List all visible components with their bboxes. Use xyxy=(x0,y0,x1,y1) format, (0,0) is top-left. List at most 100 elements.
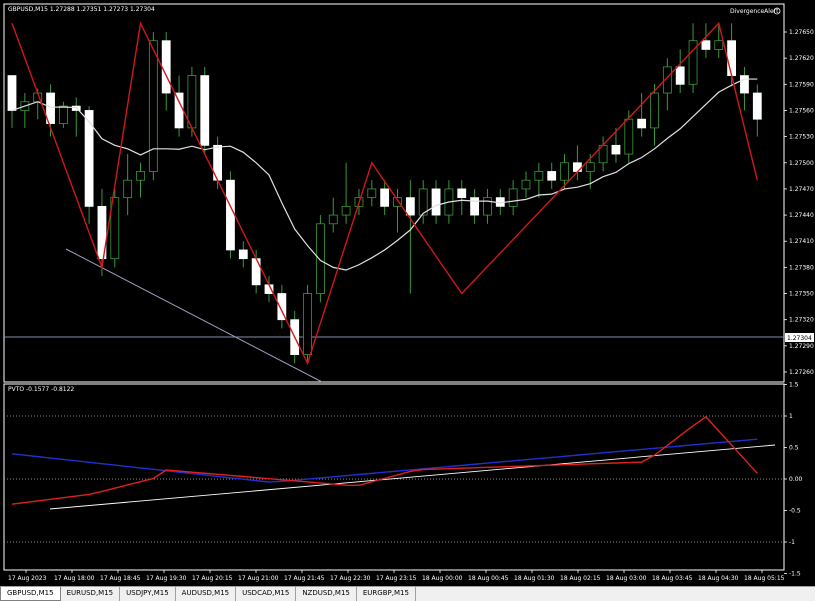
sub-tick-label: -1.5 xyxy=(789,571,801,578)
time-axis: 17 Aug 2023 17 Aug 18:00 17 Aug 18:45 17 Au… xyxy=(8,570,785,582)
bull-candle xyxy=(483,197,492,216)
time-tick-label: 17 Aug 23:15 xyxy=(376,575,417,582)
time-tick-label: 18 Aug 00:45 xyxy=(468,575,509,582)
bear-candle xyxy=(84,110,94,207)
bull-candle xyxy=(585,162,595,172)
time-tick-label: 17 Aug 2023 xyxy=(8,575,47,582)
bull-candle xyxy=(367,188,377,199)
bear-candle xyxy=(611,144,621,155)
bear-candle xyxy=(277,293,287,321)
current-price-label: 1.27304 xyxy=(787,335,812,342)
moving-average-line xyxy=(11,78,758,271)
bear-candle xyxy=(752,92,762,120)
sub-tick-label: 1 xyxy=(789,413,793,420)
divergence-alert-label: DivergenceAlert xyxy=(730,8,779,15)
price-tick-label: 1.27410 xyxy=(789,238,814,245)
price-tick-label: 1.27260 xyxy=(789,369,814,376)
time-tick-label: 17 Aug 22:30 xyxy=(330,575,371,582)
symbol-tab[interactable]: EURUSD,M15 xyxy=(61,587,121,601)
time-tick-label: 18 Aug 02:15 xyxy=(560,575,601,582)
price-axis: 1.27650 1.27620 1.27590 1.27560 1.27530 1.275… xyxy=(784,29,814,376)
time-tick-label: 18 Aug 04:30 xyxy=(698,575,739,582)
price-tick-label: 1.27530 xyxy=(789,134,814,141)
bear-candle xyxy=(727,40,736,76)
bear-candle xyxy=(573,162,582,172)
time-tick-label: 18 Aug 03:00 xyxy=(606,575,647,582)
bear-candle xyxy=(226,179,235,251)
divergence-trendline-main xyxy=(65,248,323,383)
indicator-settings-icon[interactable] xyxy=(773,7,781,15)
pvto-blue-line xyxy=(11,438,758,483)
bull-candle xyxy=(560,162,569,181)
bull-candle xyxy=(303,293,312,355)
price-tick-label: 1.27440 xyxy=(789,212,814,219)
sub-tick-label: 0.00 xyxy=(789,476,803,483)
bull-candle xyxy=(393,197,402,207)
bull-candle xyxy=(341,205,351,216)
time-tick-label: 18 Aug 01:30 xyxy=(514,575,555,582)
zigzag-line xyxy=(11,20,758,366)
main-chart-header: GBPUSD,M15 1.27288 1.27351 1.27273 1.273… xyxy=(8,6,155,13)
price-tick-label: 1.27560 xyxy=(789,107,814,114)
price-tick-label: 1.27650 xyxy=(789,29,814,36)
bull-candle xyxy=(328,214,338,225)
price-tick-label: 1.27620 xyxy=(789,55,814,62)
symbol-tab[interactable]: NZDUSD,M15 xyxy=(296,587,357,601)
bull-candle xyxy=(534,171,544,181)
bear-candle xyxy=(637,118,647,129)
bull-candle xyxy=(521,179,531,190)
price-tick-label: 1.27500 xyxy=(789,160,814,167)
symbol-tab[interactable]: AUDUSD,M15 xyxy=(176,587,237,601)
time-tick-label: 17 Aug 18:45 xyxy=(100,575,141,582)
candles-group xyxy=(7,23,762,364)
symbol-tab[interactable]: GBPUSD,M15 xyxy=(0,587,61,601)
symbol-tab[interactable]: EURGBP,M15 xyxy=(357,587,416,601)
time-tick-label: 18 Aug 00:00 xyxy=(422,575,463,582)
bear-candle xyxy=(675,66,685,85)
bull-candle xyxy=(624,118,634,155)
sub-tick-label: -1 xyxy=(789,539,795,546)
bear-candle xyxy=(161,40,171,94)
price-tick-label: 1.27350 xyxy=(789,291,814,298)
bull-candle xyxy=(136,171,145,181)
bull-candle xyxy=(418,188,428,216)
price-tick-label: 1.27320 xyxy=(789,317,814,324)
price-tick-label: 1.27470 xyxy=(789,186,814,193)
bear-candle xyxy=(174,92,184,129)
time-tick-label: 17 Aug 18:00 xyxy=(54,575,95,582)
bull-candle xyxy=(59,105,68,124)
bear-candle xyxy=(701,40,711,50)
bull-candle xyxy=(688,40,698,85)
bull-candle xyxy=(508,188,518,207)
bear-candle xyxy=(470,197,480,216)
bull-candle xyxy=(187,75,197,129)
bull-candle xyxy=(110,197,120,260)
bear-candle xyxy=(405,197,415,216)
bull-candle xyxy=(662,66,672,94)
time-tick-label: 17 Aug 21:45 xyxy=(284,575,325,582)
bear-candle xyxy=(46,92,55,124)
bear-candle xyxy=(97,205,107,260)
bear-candle xyxy=(380,188,390,207)
bear-candle xyxy=(200,75,210,146)
bull-candle xyxy=(123,179,133,199)
symbol-tab[interactable]: USDCAD,M15 xyxy=(236,587,297,601)
sub-tick-label: -0.5 xyxy=(789,508,801,515)
time-tick-label: 17 Aug 21:00 xyxy=(238,575,279,582)
bull-candle xyxy=(650,92,659,129)
price-tick-label: 1.27590 xyxy=(789,81,814,88)
price-tick-label: 1.27380 xyxy=(789,264,814,271)
current-price-box xyxy=(785,333,814,342)
time-tick-label: 17 Aug 20:15 xyxy=(192,575,233,582)
symbol-tabs: GBPUSD,M15 EURUSD,M15 USDJPY,M15 AUDUSD,M15… xyxy=(0,586,815,601)
overlays-group xyxy=(11,20,758,505)
bear-candle xyxy=(457,188,467,199)
time-tick-label: 18 Aug 05:15 xyxy=(744,575,785,582)
sub-tick-label: 1.5 xyxy=(789,382,799,389)
symbol-tab[interactable]: USDJPY,M15 xyxy=(120,587,176,601)
bear-candle xyxy=(431,188,441,216)
bear-candle xyxy=(740,75,749,94)
bear-candle xyxy=(547,171,557,181)
bear-candle xyxy=(251,258,261,286)
